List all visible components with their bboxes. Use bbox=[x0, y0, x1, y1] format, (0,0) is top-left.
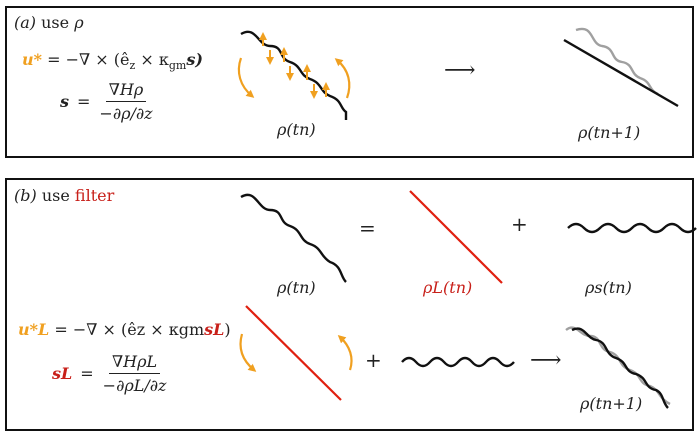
curved-arrow-right-b bbox=[337, 334, 353, 371]
label-rho-tn1-b: ρ(tn+1) bbox=[580, 394, 643, 413]
eq-u-star-a: u* = −∇ × (êz × κgms) bbox=[22, 50, 203, 73]
rho-tn-wavy-a bbox=[240, 30, 348, 120]
curved-arrow-left-a bbox=[237, 57, 255, 98]
panel-b bbox=[5, 178, 694, 431]
rho-tn1-line-a bbox=[563, 38, 679, 108]
rho-L-line-top bbox=[409, 190, 503, 284]
label-rho-tn1-a: ρ(tn+1) bbox=[578, 123, 641, 142]
orange-small-arrows bbox=[259, 32, 330, 99]
eq-s-a: s = ∇Hρ −∂ρ/∂z bbox=[60, 80, 153, 123]
eq-s-L: sL = ∇HρL −∂ρL/∂z bbox=[52, 352, 167, 395]
rho-tn1-gray-wavy-b bbox=[565, 326, 671, 406]
rho-L-line-bottom bbox=[245, 305, 342, 401]
rho-s-wavy-bottom bbox=[401, 356, 515, 368]
arrow-a: ⟶ bbox=[444, 58, 476, 83]
rho-tn1-black-wavy-b bbox=[571, 327, 669, 409]
panel-b-title: (b) use filter bbox=[14, 186, 115, 205]
label-rho-L: ρL(tn) bbox=[423, 278, 473, 297]
rho-tn-wavy-b bbox=[240, 193, 347, 283]
rho-tn1-gray-wavy-a bbox=[575, 27, 659, 96]
rho-s-wavy-top bbox=[567, 222, 697, 234]
label-rho-s: ρs(tn) bbox=[585, 278, 632, 297]
curved-arrow-right-a bbox=[334, 58, 351, 99]
equals-sign: = bbox=[359, 216, 376, 240]
plus-sign-top: + bbox=[511, 212, 528, 236]
curved-arrow-left-b bbox=[239, 333, 257, 372]
plus-sign-bottom: + bbox=[365, 348, 382, 372]
panel-a-title: (a) use ρ bbox=[14, 13, 84, 32]
arrow-b: ⟶ bbox=[530, 348, 562, 373]
label-rho-tn-a: ρ(tn) bbox=[277, 120, 316, 139]
label-rho-tn-b: ρ(tn) bbox=[277, 278, 316, 297]
eq-u-star-L: u*L = −∇ × (êz × κgmsL) bbox=[18, 320, 231, 339]
